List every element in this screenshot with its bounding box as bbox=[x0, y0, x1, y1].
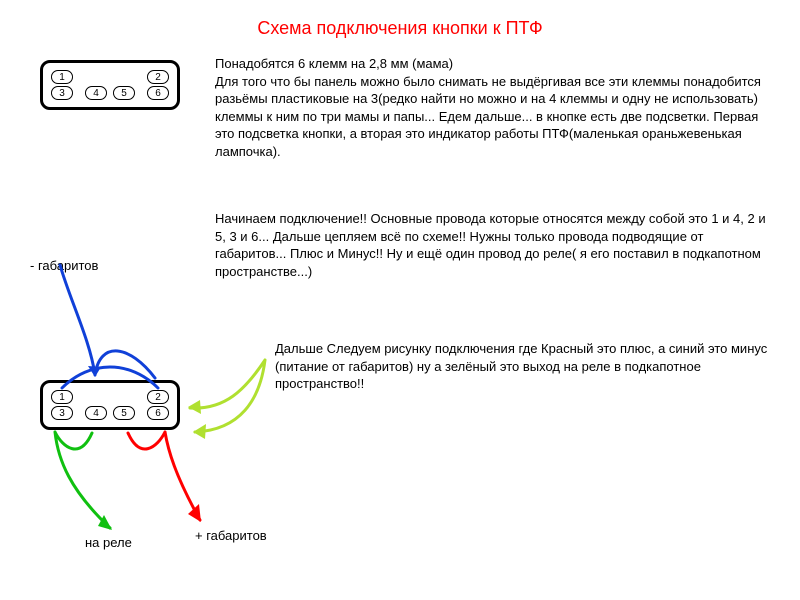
paragraph-3: Дальше Следуем рисунку подключения где К… bbox=[275, 340, 775, 393]
pin-1b: 1 bbox=[51, 390, 73, 404]
label-minus: - габаритов bbox=[30, 258, 98, 273]
pin-1: 1 bbox=[51, 70, 73, 84]
paragraph-2: Начинаем подключение!! Основные провода … bbox=[215, 210, 775, 280]
pin-6b: 6 bbox=[147, 406, 169, 420]
pin-5: 5 bbox=[113, 86, 135, 100]
pin-2: 2 bbox=[147, 70, 169, 84]
label-relay: на реле bbox=[85, 535, 132, 550]
connector-bottom: 1 2 3 4 5 6 bbox=[40, 380, 180, 430]
pin-2b: 2 bbox=[147, 390, 169, 404]
pin-6: 6 bbox=[147, 86, 169, 100]
page-title: Схема подключения кнопки к ПТФ bbox=[0, 0, 800, 39]
connector-top: 1 2 3 4 5 6 bbox=[40, 60, 180, 110]
title-text: Схема подключения кнопки к ПТФ bbox=[257, 18, 542, 38]
pin-4b: 4 bbox=[85, 406, 107, 420]
pin-4: 4 bbox=[85, 86, 107, 100]
pin-5b: 5 bbox=[113, 406, 135, 420]
pin-3b: 3 bbox=[51, 406, 73, 420]
label-plus: + габаритов bbox=[195, 528, 267, 543]
paragraph-1: Понадобятся 6 клемм на 2,8 мм (мама) Для… bbox=[215, 55, 775, 160]
pin-3: 3 bbox=[51, 86, 73, 100]
